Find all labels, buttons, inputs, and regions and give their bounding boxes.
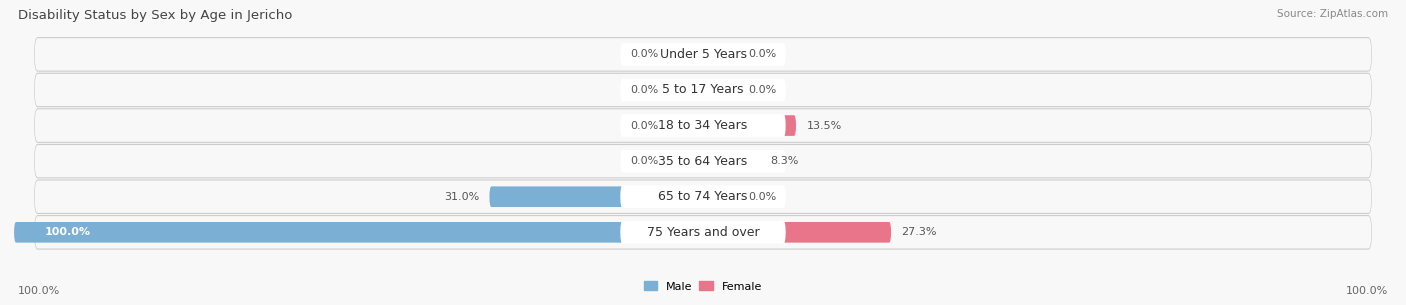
FancyBboxPatch shape bbox=[703, 115, 796, 136]
Text: Source: ZipAtlas.com: Source: ZipAtlas.com bbox=[1277, 9, 1388, 19]
FancyBboxPatch shape bbox=[35, 74, 1371, 106]
Text: 0.0%: 0.0% bbox=[748, 85, 776, 95]
FancyBboxPatch shape bbox=[35, 216, 1371, 249]
FancyBboxPatch shape bbox=[14, 222, 703, 243]
FancyBboxPatch shape bbox=[703, 151, 761, 171]
Text: 100.0%: 100.0% bbox=[45, 227, 91, 237]
FancyBboxPatch shape bbox=[669, 44, 703, 65]
FancyBboxPatch shape bbox=[620, 43, 786, 66]
FancyBboxPatch shape bbox=[703, 222, 891, 243]
FancyBboxPatch shape bbox=[489, 186, 703, 207]
Legend: Male, Female: Male, Female bbox=[644, 281, 762, 292]
FancyBboxPatch shape bbox=[620, 185, 786, 208]
Text: 75 Years and over: 75 Years and over bbox=[647, 226, 759, 239]
Text: 0.0%: 0.0% bbox=[630, 49, 658, 59]
FancyBboxPatch shape bbox=[35, 109, 1371, 142]
Text: 65 to 74 Years: 65 to 74 Years bbox=[658, 190, 748, 203]
FancyBboxPatch shape bbox=[669, 80, 703, 100]
FancyBboxPatch shape bbox=[703, 80, 738, 100]
FancyBboxPatch shape bbox=[620, 79, 786, 101]
FancyBboxPatch shape bbox=[620, 150, 786, 173]
Text: 8.3%: 8.3% bbox=[770, 156, 799, 166]
Text: Disability Status by Sex by Age in Jericho: Disability Status by Sex by Age in Jeric… bbox=[18, 9, 292, 22]
Text: 0.0%: 0.0% bbox=[748, 192, 776, 202]
FancyBboxPatch shape bbox=[35, 181, 1371, 213]
FancyBboxPatch shape bbox=[35, 180, 1371, 214]
Text: 0.0%: 0.0% bbox=[630, 85, 658, 95]
Text: 100.0%: 100.0% bbox=[1346, 286, 1388, 296]
FancyBboxPatch shape bbox=[620, 114, 786, 137]
FancyBboxPatch shape bbox=[35, 109, 1371, 142]
FancyBboxPatch shape bbox=[669, 151, 703, 171]
FancyBboxPatch shape bbox=[620, 221, 786, 244]
Text: 0.0%: 0.0% bbox=[748, 49, 776, 59]
Text: Under 5 Years: Under 5 Years bbox=[659, 48, 747, 61]
FancyBboxPatch shape bbox=[35, 145, 1371, 177]
Text: 35 to 64 Years: 35 to 64 Years bbox=[658, 155, 748, 168]
Text: 31.0%: 31.0% bbox=[444, 192, 479, 202]
FancyBboxPatch shape bbox=[35, 73, 1371, 107]
Text: 27.3%: 27.3% bbox=[901, 227, 936, 237]
Text: 0.0%: 0.0% bbox=[630, 156, 658, 166]
FancyBboxPatch shape bbox=[703, 186, 738, 207]
Text: 18 to 34 Years: 18 to 34 Years bbox=[658, 119, 748, 132]
FancyBboxPatch shape bbox=[35, 38, 1371, 71]
FancyBboxPatch shape bbox=[703, 44, 738, 65]
FancyBboxPatch shape bbox=[35, 145, 1371, 178]
Text: 100.0%: 100.0% bbox=[18, 286, 60, 296]
Text: 13.5%: 13.5% bbox=[807, 120, 842, 131]
Text: 5 to 17 Years: 5 to 17 Years bbox=[662, 84, 744, 96]
Text: 0.0%: 0.0% bbox=[630, 120, 658, 131]
FancyBboxPatch shape bbox=[35, 216, 1371, 248]
FancyBboxPatch shape bbox=[669, 115, 703, 136]
FancyBboxPatch shape bbox=[35, 38, 1371, 70]
